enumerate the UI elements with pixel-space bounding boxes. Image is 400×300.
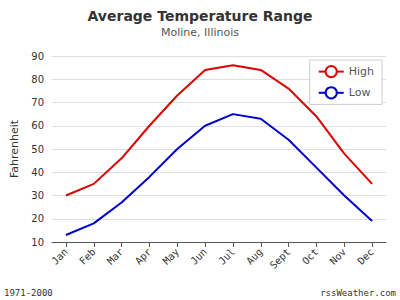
svg-text:40: 40 <box>31 167 44 178</box>
svg-text:rssWeather.com: rssWeather.com <box>320 288 396 298</box>
svg-text:Apr: Apr <box>133 246 154 267</box>
svg-text:Jan: Jan <box>49 246 70 267</box>
svg-text:Low: Low <box>349 86 371 99</box>
svg-text:90: 90 <box>31 51 44 62</box>
svg-text:High: High <box>349 65 374 78</box>
svg-text:Aug: Aug <box>244 246 265 267</box>
svg-text:Mar: Mar <box>105 246 126 267</box>
svg-text:Jul: Jul <box>216 246 237 267</box>
svg-text:60: 60 <box>31 120 44 131</box>
svg-text:Dec: Dec <box>355 246 376 267</box>
svg-text:Sept: Sept <box>268 246 293 271</box>
svg-text:50: 50 <box>31 144 44 155</box>
svg-text:Feb: Feb <box>77 246 98 267</box>
svg-text:Fahrenheit: Fahrenheit <box>8 119 21 178</box>
svg-text:Jun: Jun <box>188 246 209 267</box>
svg-text:30: 30 <box>31 190 44 201</box>
svg-text:1971-2000: 1971-2000 <box>4 288 53 298</box>
svg-text:Oct: Oct <box>300 246 321 267</box>
svg-text:Nov: Nov <box>328 246 349 267</box>
svg-text:20: 20 <box>31 213 44 224</box>
svg-text:May: May <box>161 246 182 267</box>
svg-text:Average Temperature Range: Average Temperature Range <box>88 8 313 24</box>
svg-text:80: 80 <box>31 74 44 85</box>
svg-text:10: 10 <box>31 237 44 248</box>
svg-text:Moline, Illinois: Moline, Illinois <box>161 26 239 39</box>
svg-text:70: 70 <box>31 97 44 108</box>
